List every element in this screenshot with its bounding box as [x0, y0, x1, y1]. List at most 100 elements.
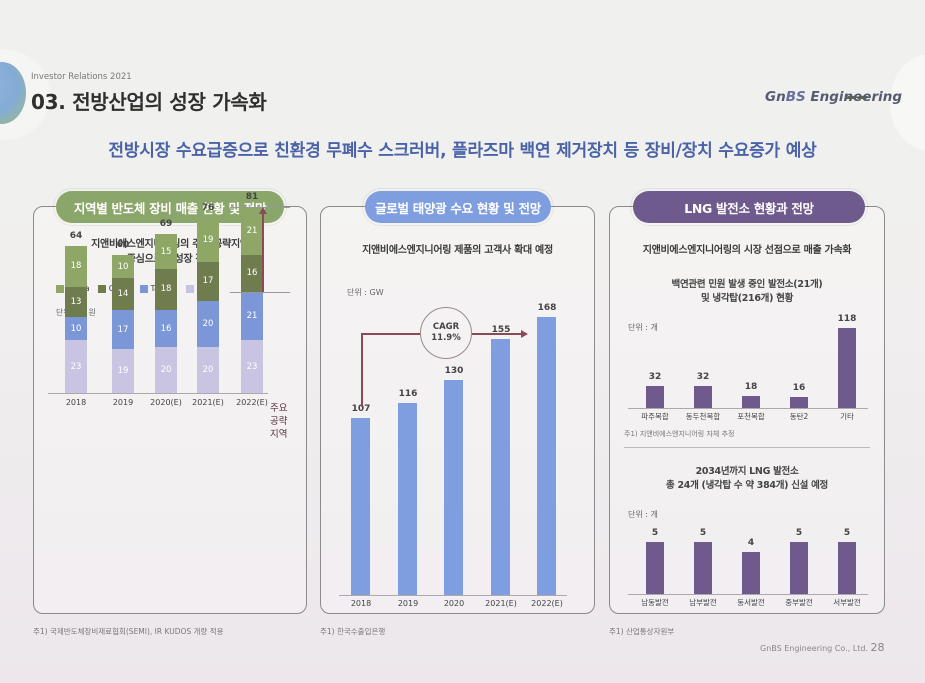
bar-segment-korea: 21 [241, 206, 263, 255]
panel-semiconductor: 지역별 반도체 장비 매출 현황 및 전망 지앤비에스엔지니어링의 주요 공략지… [33, 188, 307, 614]
bar-segment-기타: 23 [65, 340, 87, 393]
unit-label: 단위 : 개 [628, 510, 658, 519]
bar [351, 418, 370, 595]
bar-segment-taiwan: 10 [65, 317, 87, 341]
bar-segment-korea: 19 [197, 218, 219, 262]
x-axis [339, 595, 567, 596]
panel-subtitle: 지앤비에스엔지니어링의 시장 선점으로 매출 가속화 [642, 245, 852, 256]
x-tick-label: 남동발전 [641, 598, 669, 607]
bar-value-label: 5 [843, 528, 851, 538]
stacked-bar: 23 21 16 21 [241, 206, 263, 393]
bar [790, 397, 808, 408]
x-tick-label: 동두천복합 [685, 412, 721, 421]
x-axis [48, 393, 268, 394]
bar-value-label: 32 [696, 372, 710, 383]
x-tick-label: 파주복합 [641, 412, 669, 421]
chart-note: 주1) 지앤비에스엔지니어링 자체 추정 [624, 430, 735, 438]
bar-value-label: 18 [744, 381, 758, 392]
legend-swatch [139, 284, 148, 293]
arrow-right-icon [521, 329, 528, 338]
bar [838, 542, 856, 594]
bar-total-label: 60 [116, 240, 130, 250]
slide-subtitle: 전방시장 수요급증으로 친환경 무폐수 스크러버, 플라즈마 백연 제거장치 등… [108, 141, 817, 161]
stacked-bar: 20 20 17 19 [197, 218, 219, 393]
bar-segment-korea: 10 [112, 255, 134, 278]
ir-label: Investor Relations 2021 [31, 72, 132, 82]
bar [790, 542, 808, 594]
bar-value-label: 16 [792, 383, 806, 394]
x-tick-label: 남부발전 [689, 598, 717, 607]
footnote: 주1) 한국수출입은행 [320, 627, 386, 636]
bar [742, 395, 760, 408]
bar-segment-korea: 18 [65, 245, 87, 288]
bar [491, 338, 510, 595]
bar-segment-taiwan: 20 [197, 300, 219, 347]
footnote: 주1) 국제반도체장비재료협회(SEMI), IR KUDOS 개량 적용 [33, 627, 224, 636]
bar-segment-china: 17 [197, 261, 219, 301]
bar-segment-korea: 15 [155, 234, 177, 269]
page-footer: GnBS Engineering Co., Ltd. 28 [760, 641, 885, 654]
bar [646, 542, 664, 594]
panel-lng: LNG 발전소 현황과 전망 지앤비에스엔지니어링의 시장 선점으로 매출 가속… [609, 188, 885, 614]
bar [742, 552, 760, 594]
panel-subtitle: 지앤비에스엔지니어링 제품의 고객사 확대 예정 [362, 245, 553, 256]
bar [646, 386, 664, 408]
x-tick-label: 2021(E) [485, 599, 517, 608]
x-tick-label: 2021(E) [192, 398, 224, 407]
panel-solar: 글로벌 태양광 수요 현황 및 전망 지앤비에스엔지니어링 제품의 고객사 확대… [320, 188, 595, 614]
bar-value-label: 155 [491, 324, 511, 335]
bar-segment-china: 13 [65, 287, 87, 318]
bar-value-label: 116 [398, 389, 418, 400]
bar-value-label: 4 [747, 538, 755, 549]
x-tick-label: 서부발전 [833, 598, 861, 607]
bar-value-label: 5 [651, 528, 659, 538]
divider [624, 447, 870, 448]
bar-segment-taiwan: 17 [112, 310, 134, 350]
arrow-up-icon [258, 206, 267, 214]
x-tick-label: 포천복합 [737, 412, 765, 421]
stacked-bar: 23 10 13 18 [65, 245, 87, 393]
legend-swatch [97, 284, 106, 293]
bar-segment-china: 18 [155, 268, 177, 311]
company-logo: GnBS Engineering [765, 89, 903, 105]
bar-segment-기타: 20 [197, 346, 219, 393]
x-axis [628, 594, 868, 595]
stacked-bar: 20 16 18 15 [155, 234, 177, 393]
chart-title: 2034년까지 LNG 발전소 총 24개 (냉각탑 수 약 384개) 신설 … [666, 466, 828, 491]
cagr-line-left [361, 333, 421, 335]
bar [838, 327, 856, 408]
bar-segment-taiwan: 21 [241, 291, 263, 341]
cagr-badge: CAGR 11.9% [420, 307, 472, 359]
x-tick-label: 2019 [397, 599, 419, 608]
unit-label: 단위 : 개 [628, 323, 658, 332]
panel-title-pill: 글로벌 태양광 수요 현황 및 전망 [362, 188, 554, 226]
bar-value-label: 5 [795, 528, 803, 538]
x-tick-label: 2022(E) [531, 599, 563, 608]
x-tick-label: 중부발전 [785, 598, 813, 607]
logo-mark-icon [846, 84, 877, 99]
bar-total-label: 69 [159, 219, 173, 230]
x-tick-label: 2020(E) [150, 398, 182, 407]
cagr-line-vertical [361, 333, 363, 407]
bar [398, 403, 417, 595]
bar-value-label: 168 [537, 303, 557, 314]
legend-swatch [185, 284, 194, 293]
bar-value-label: 32 [648, 372, 662, 383]
bar-value-label: 130 [444, 366, 464, 377]
x-axis [628, 408, 868, 409]
x-tick-label: 2018 [350, 599, 372, 608]
footnote: 주1) 산업통상자원부 [609, 627, 675, 636]
bar-segment-taiwan: 16 [155, 310, 177, 347]
x-tick-label: 2022(E) [236, 398, 268, 407]
bar-segment-china: 14 [112, 278, 134, 311]
bar-segment-기타: 19 [112, 349, 134, 393]
bar-segment-china: 16 [241, 255, 263, 292]
x-tick-label: 2019 [112, 398, 134, 407]
legend-swatch [56, 284, 64, 293]
annotation-line-bottom [230, 291, 290, 293]
unit-label: 단위 : GW [347, 288, 384, 297]
panel-title-pill: LNG 발전소 현황과 전망 [630, 188, 868, 226]
bar-total-label: 76 [201, 203, 215, 214]
bar [444, 380, 463, 595]
bar-total-label: 64 [69, 230, 83, 241]
